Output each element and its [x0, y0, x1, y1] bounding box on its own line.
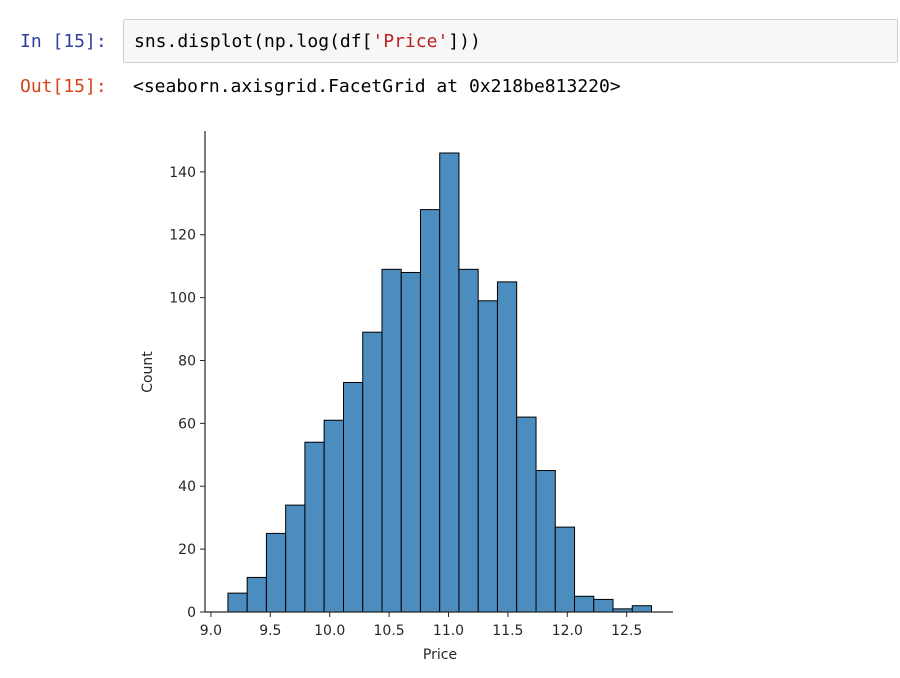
- y-tick-label: 120: [169, 228, 196, 244]
- x-tick-label: 10.5: [374, 623, 405, 639]
- x-tick-label: 10.0: [314, 623, 345, 639]
- code-cell[interactable]: sns.displot(np.log(df['Price'])): [123, 19, 898, 63]
- y-tick-label: 40: [178, 479, 196, 495]
- y-tick-label: 0: [187, 605, 196, 621]
- x-tick-label: 9.5: [259, 623, 281, 639]
- bar: [631, 605, 653, 613]
- bar: [304, 441, 325, 613]
- bar: [593, 598, 614, 613]
- bar: [419, 209, 441, 613]
- y-tick-label: 20: [178, 542, 196, 558]
- output-prompt: Out[15]:: [20, 76, 107, 97]
- code-token: sns.displot(np.log(df[: [134, 31, 373, 52]
- bar: [285, 504, 306, 613]
- x-tick-label: 9.0: [200, 623, 222, 639]
- x-axis-label: Price: [423, 647, 457, 663]
- x-tick-label: 12.0: [552, 623, 583, 639]
- bar: [246, 576, 267, 613]
- y-tick-label: 100: [169, 291, 196, 307]
- code-string: 'Price': [372, 31, 449, 52]
- bar: [323, 419, 344, 613]
- y-tick-label: 60: [178, 416, 196, 432]
- bar: [362, 331, 383, 613]
- bar: [265, 532, 287, 613]
- bar: [227, 592, 248, 613]
- bar: [342, 382, 364, 613]
- y-axis-label: Count: [140, 351, 156, 393]
- bar: [496, 281, 518, 613]
- bar: [554, 526, 576, 613]
- x-tick-label: 11.0: [433, 623, 464, 639]
- code-token: ])): [448, 31, 481, 52]
- output-text: <seaborn.axisgrid.FacetGrid at 0x218be81…: [133, 76, 621, 97]
- bar: [439, 152, 460, 613]
- bar: [477, 300, 498, 613]
- bar: [458, 268, 479, 613]
- x-tick-label: 12.5: [611, 623, 642, 639]
- code: sns.displot(np.log(df['Price'])): [134, 31, 481, 52]
- x-tick-label: 11.5: [492, 623, 523, 639]
- bar: [535, 470, 556, 613]
- y-tick-label: 140: [169, 165, 196, 181]
- input-prompt: In [15]:: [20, 31, 107, 52]
- bar: [400, 271, 421, 613]
- bar: [574, 595, 595, 613]
- y-tick-label: 80: [178, 353, 196, 369]
- bar: [516, 416, 537, 613]
- bar: [381, 268, 402, 613]
